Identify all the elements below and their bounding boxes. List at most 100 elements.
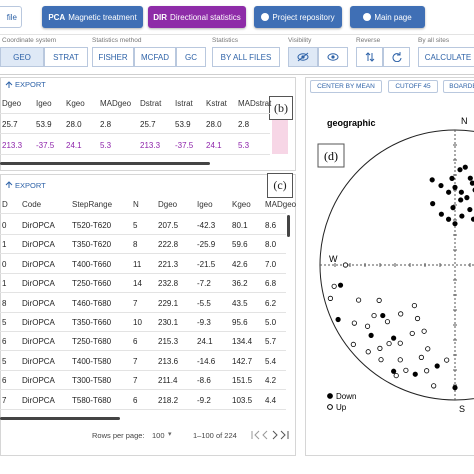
option-button[interactable]: MCFAD xyxy=(134,47,176,67)
table-cell: 24.1 xyxy=(197,337,213,347)
scrollbar[interactable] xyxy=(0,417,120,420)
export-button[interactable]: EXPORT xyxy=(15,181,46,190)
legend-marker xyxy=(327,393,333,399)
legend-label: Up xyxy=(336,403,347,412)
pagination-icons[interactable] xyxy=(250,429,290,441)
page-size-select[interactable]: 100 xyxy=(152,431,165,440)
table-cell: T300-T580 xyxy=(72,376,112,386)
icon-button[interactable] xyxy=(356,47,383,67)
row-rule xyxy=(0,350,286,352)
table-cell: -14.6 xyxy=(197,356,216,366)
table-cell: DirOPCA xyxy=(22,221,55,230)
table-cell: DirOPCA xyxy=(22,356,55,366)
option-button[interactable]: CENTER BY MEAN xyxy=(310,80,382,93)
table-cell: 25.7 xyxy=(2,120,18,129)
scrollbar[interactable] xyxy=(287,215,290,237)
table-cell: 211.4 xyxy=(158,376,178,386)
table-cell: 95.6 xyxy=(232,318,248,327)
table-cell: -5.5 xyxy=(197,298,211,308)
down-point xyxy=(452,184,458,190)
up-point xyxy=(409,330,415,337)
down-point xyxy=(438,211,444,217)
steps-panel xyxy=(0,174,296,456)
table-cell: 6.2 xyxy=(265,298,277,308)
dropdown-caret[interactable]: ▾ xyxy=(168,431,172,438)
up-point xyxy=(397,357,403,363)
table-cell: 213.6 xyxy=(158,356,179,366)
option-button[interactable]: BOARDE xyxy=(443,80,474,93)
stereonet: geographic (d) N W S Down Up xyxy=(317,116,474,414)
table-cell: T250-T660 xyxy=(72,279,112,289)
icon-button[interactable] xyxy=(383,47,410,67)
up-point xyxy=(424,368,430,374)
option-button[interactable]: GC xyxy=(176,47,206,67)
table-cell: 1 xyxy=(2,279,7,289)
control-label: Statistics method xyxy=(92,37,142,44)
up-point xyxy=(444,357,450,363)
export-icon xyxy=(5,181,13,188)
table-cell: T350-T620 xyxy=(72,240,112,250)
export-button[interactable]: EXPORT xyxy=(15,80,46,89)
down-point xyxy=(467,206,473,213)
table-cell: 5.0 xyxy=(265,318,277,327)
legend-label: Down xyxy=(336,392,356,401)
option-button[interactable]: STRAT xyxy=(44,47,88,67)
table-cell: DirOPCA xyxy=(22,240,55,250)
button-tag: PCA xyxy=(48,12,66,22)
column-header: Dgeo xyxy=(158,200,178,209)
option-button[interactable]: BY ALL FILES xyxy=(212,47,280,67)
option-button[interactable]: GEO xyxy=(0,47,44,67)
column-header: Kgeo xyxy=(66,99,85,108)
table-cell: 6 xyxy=(133,337,138,347)
table-cell: 213.3 xyxy=(2,141,23,150)
nav-button[interactable]: Main page xyxy=(350,6,425,28)
highlight-column xyxy=(272,114,288,154)
west-label: W xyxy=(329,254,338,264)
table-cell: 229.1 xyxy=(158,298,179,308)
down-point xyxy=(462,164,468,170)
table-cell: 80.1 xyxy=(232,221,248,230)
rows-per-page-label: Rows per page: xyxy=(92,431,145,440)
up-point xyxy=(403,367,409,373)
table-cell: 151.5 xyxy=(232,376,253,386)
icon-button[interactable] xyxy=(318,47,348,67)
nav-button[interactable]: PCA Magnetic treatment xyxy=(42,6,143,28)
option-button[interactable]: CUTOFF 45 xyxy=(388,80,438,93)
file-button[interactable]: file xyxy=(0,6,22,28)
down-point xyxy=(337,282,344,288)
button-label: Magnetic treatment xyxy=(68,12,137,22)
table-cell: 221.3 xyxy=(158,259,179,269)
option-button[interactable]: FISHER xyxy=(92,47,134,67)
table-cell: 232.8 xyxy=(158,279,179,289)
column-header: N xyxy=(133,200,139,209)
nav-button[interactable]: DIR Directional statistics xyxy=(148,6,246,28)
table-cell: 7 xyxy=(2,395,7,405)
button-label: Main page xyxy=(374,12,412,22)
table-cell: 5 xyxy=(2,318,7,327)
icon-button[interactable] xyxy=(288,47,318,67)
table-cell: T400-T580 xyxy=(72,356,112,366)
option-button[interactable]: CALCULATE xyxy=(418,47,474,67)
table-cell: -8.6 xyxy=(197,376,211,386)
scrollbar[interactable] xyxy=(0,162,210,165)
down-point xyxy=(391,335,397,341)
up-point xyxy=(331,283,337,289)
table-cell: T400-T660 xyxy=(72,259,112,269)
table-cell: 5.3 xyxy=(238,141,250,150)
table-cell: 2.8 xyxy=(238,120,250,129)
table-cell: 7.0 xyxy=(265,259,277,269)
row-rule xyxy=(0,253,286,255)
down-point xyxy=(464,195,470,201)
nav-button[interactable]: Project repository xyxy=(254,6,342,28)
icon xyxy=(297,52,309,62)
row-rule xyxy=(0,213,286,214)
column-header: D xyxy=(2,200,8,209)
up-point xyxy=(384,319,391,325)
down-point xyxy=(391,368,397,374)
row-rule xyxy=(0,154,270,155)
up-point xyxy=(365,349,371,355)
control-label: Reverse xyxy=(356,37,381,44)
row-rule xyxy=(0,331,286,332)
down-point xyxy=(434,363,440,369)
table-cell: 36.2 xyxy=(232,279,248,289)
